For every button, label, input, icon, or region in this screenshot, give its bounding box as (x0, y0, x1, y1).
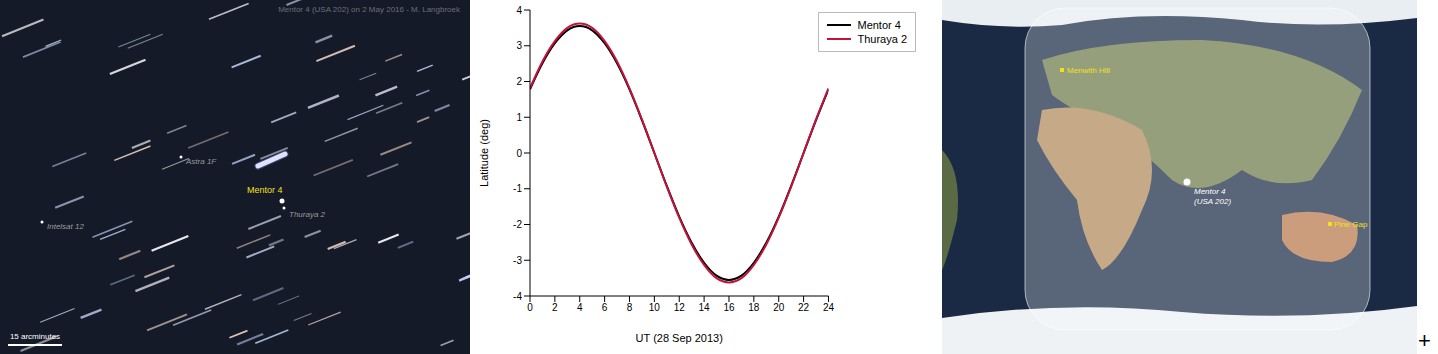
svg-text:-4: -4 (513, 291, 522, 302)
svg-text:22: 22 (798, 302, 810, 313)
svg-text:20: 20 (773, 302, 785, 313)
svg-text:1: 1 (516, 112, 522, 123)
html-text:Mentor 4: Mentor 4 (857, 19, 901, 31)
svg-text:Astra 1F: Astra 1F (185, 157, 217, 166)
svg-text:2: 2 (552, 302, 558, 313)
svg-text:24: 24 (823, 302, 835, 313)
svg-text:14: 14 (699, 302, 711, 313)
svg-text:3: 3 (516, 40, 522, 51)
svg-text:-3: -3 (513, 255, 522, 266)
svg-text:18: 18 (748, 302, 760, 313)
svg-text:Mentor 4: Mentor 4 (1194, 187, 1226, 196)
svg-text:Thuraya 2: Thuraya 2 (289, 210, 326, 219)
svg-text:Menwith Hill: Menwith Hill (1067, 66, 1110, 75)
html-text:Thuraya 2: Thuraya 2 (857, 33, 907, 45)
svg-text:Mentor 4: Mentor 4 (247, 185, 283, 195)
svg-text:2: 2 (516, 76, 522, 87)
svg-text:16: 16 (723, 302, 735, 313)
svg-text:0: 0 (516, 148, 522, 159)
svg-text:8: 8 (627, 302, 633, 313)
svg-text:12: 12 (674, 302, 686, 313)
svg-text:Intelsat 12: Intelsat 12 (47, 222, 84, 231)
svg-text:(USA 202): (USA 202) (1194, 197, 1231, 206)
svg-text:15 arcminutes: 15 arcminutes (10, 332, 60, 341)
svg-text:Mentor 4 (USA 202) on 2 May 20: Mentor 4 (USA 202) on 2 May 2016 - M. La… (278, 5, 461, 14)
svg-text:4: 4 (577, 302, 583, 313)
svg-text:-1: -1 (513, 183, 522, 194)
svg-text:4: 4 (516, 5, 522, 16)
svg-text:10: 10 (649, 302, 661, 313)
svg-text:-2: -2 (513, 219, 522, 230)
svg-text:UT (28 Sep 2013): UT (28 Sep 2013) (636, 332, 723, 344)
svg-text:6: 6 (602, 302, 608, 313)
svg-text:Latitude (deg): Latitude (deg) (478, 119, 490, 187)
svg-text:Pine Gap: Pine Gap (1334, 220, 1368, 229)
svg-text:0: 0 (527, 302, 533, 313)
